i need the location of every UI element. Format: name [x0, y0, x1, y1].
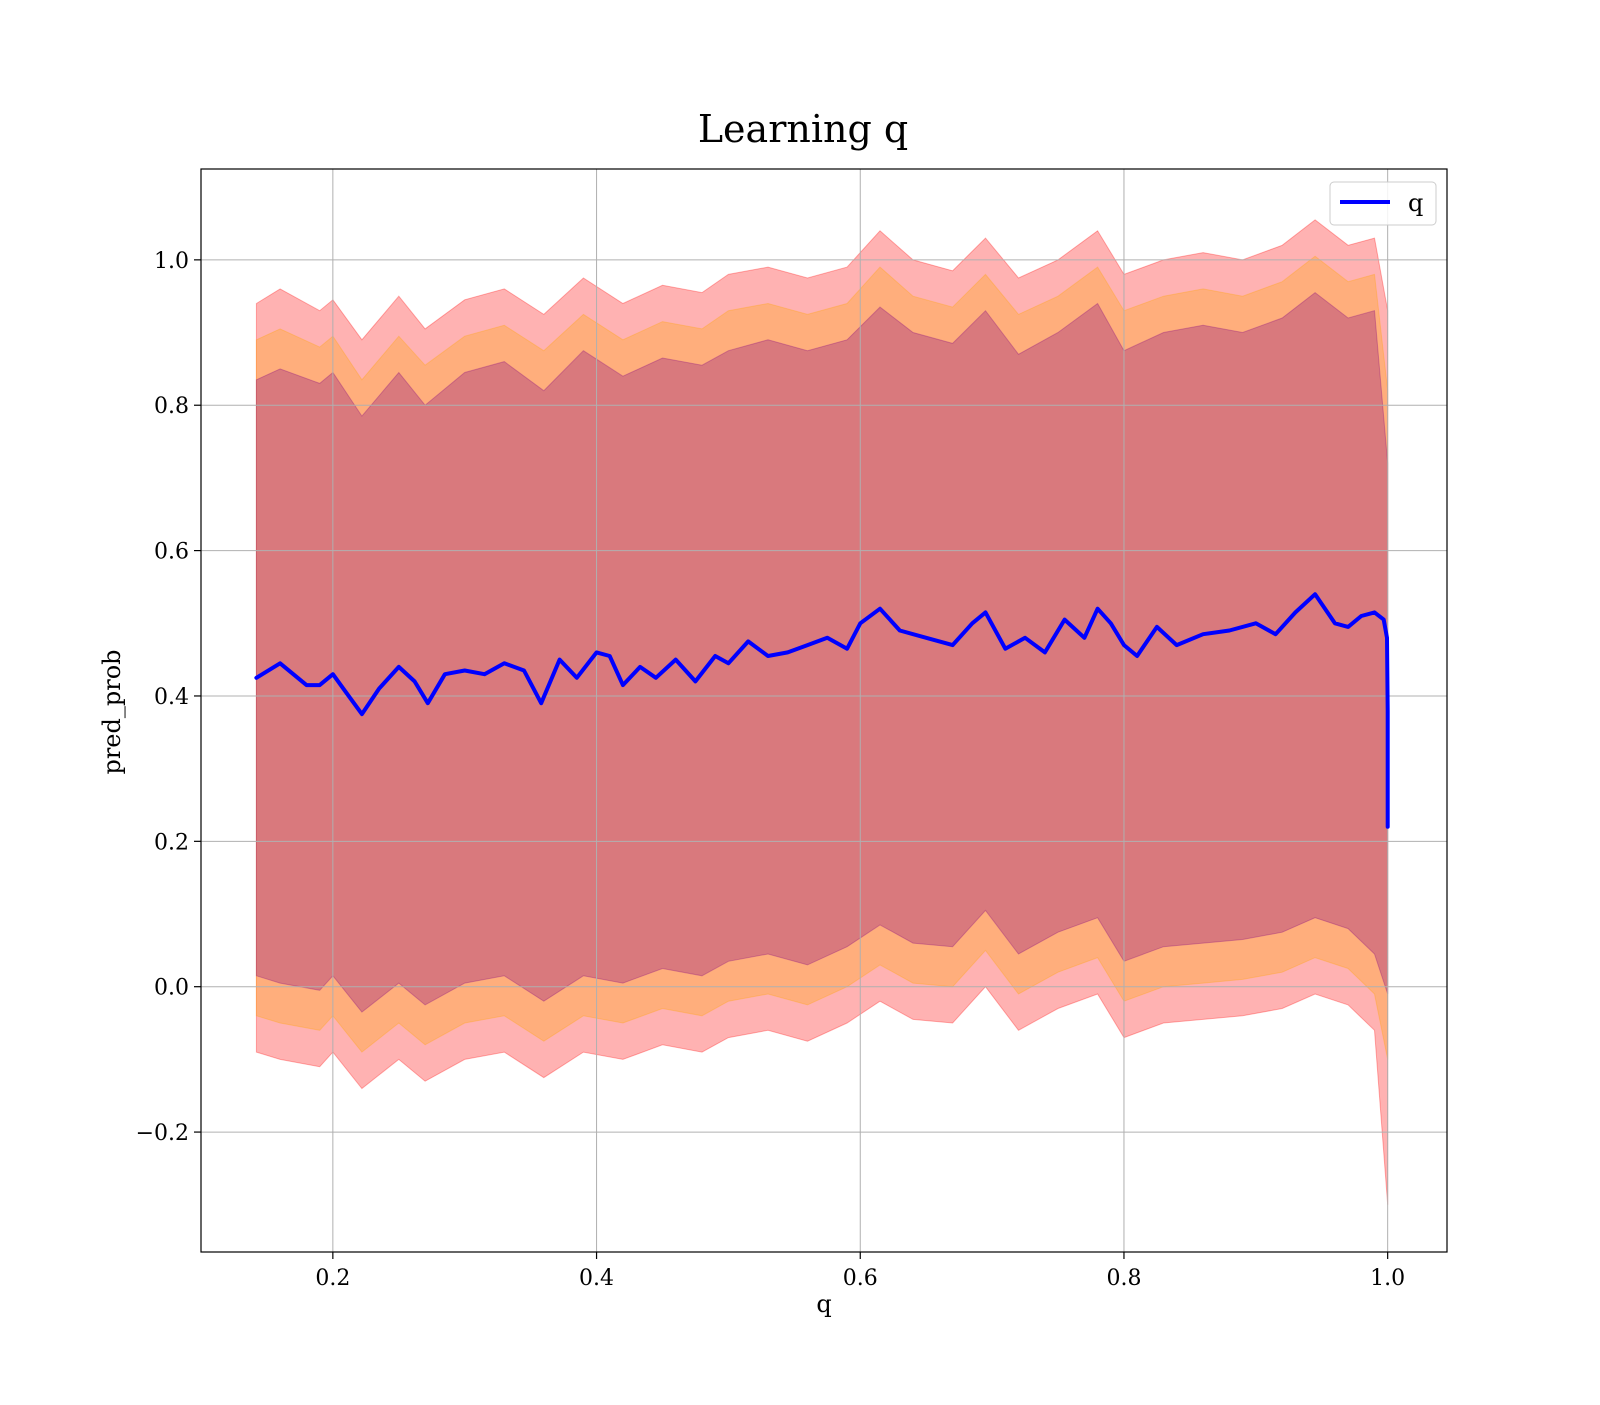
y-tick-label-2: 0.2: [154, 830, 189, 855]
series-line-q: [254, 592, 1390, 829]
bands-layer: [255, 219, 1389, 1205]
x-axis-label: q: [816, 1290, 831, 1318]
legend: q: [1329, 181, 1437, 226]
y-tick-label-1: 0.0: [154, 976, 189, 1001]
y-tick-label-5: 0.8: [154, 394, 189, 419]
y-tick-label-0: −0.2: [136, 1121, 189, 1146]
legend-entry-q: q: [1408, 189, 1423, 217]
ticks-layer: 0.2 0.4 0.6 0.8 1.0 −0.2 0.0 0.2 0.4 0.6 0.8 1.0: [136, 249, 1406, 1291]
x-tick-label-0: 0.2: [315, 1266, 350, 1291]
x-tick-label-4: 1.0: [1370, 1266, 1405, 1291]
x-tick-label-3: 0.8: [1106, 1266, 1141, 1291]
y-tick-label-6: 1.0: [154, 249, 189, 274]
y-tick-label-3: 0.4: [154, 685, 189, 710]
chart-title: Learning q: [698, 107, 908, 151]
series-layer: [254, 592, 1390, 829]
x-tick-label-2: 0.6: [843, 1266, 878, 1291]
x-tick-label-1: 0.4: [579, 1266, 614, 1291]
y-axis-label: pred_prob: [98, 649, 126, 774]
y-tick-label-4: 0.6: [154, 540, 189, 565]
plot-frame: [200, 168, 1448, 1253]
